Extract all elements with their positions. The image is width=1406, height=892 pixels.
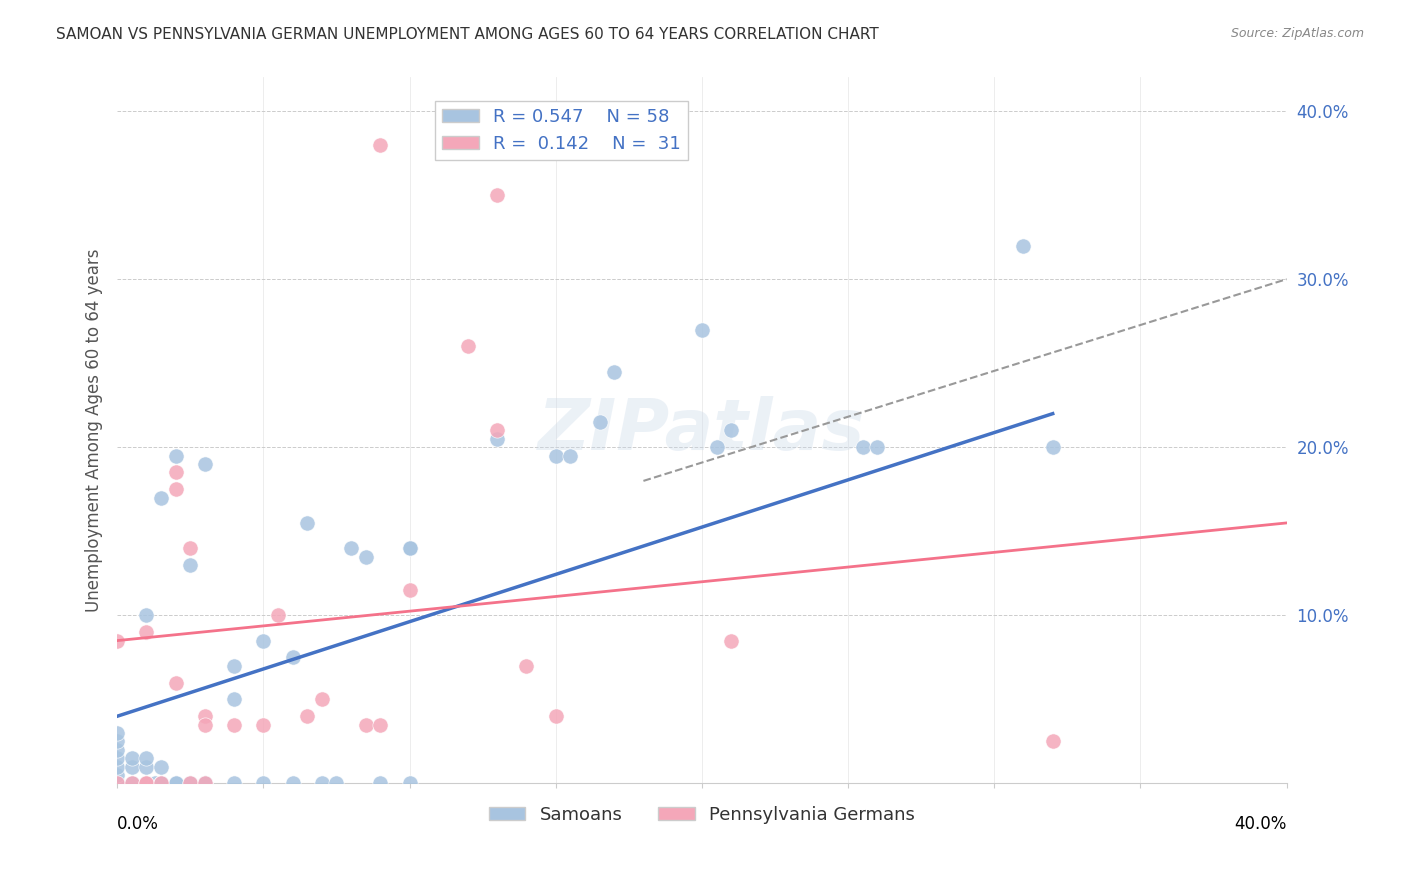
Point (398, 541, 420, 556)
Point (179, 776, 201, 790)
Point (866, 440, 889, 454)
Point (297, 709, 319, 723)
Point (515, 658, 537, 673)
Point (706, 440, 728, 454)
Point (194, 717, 217, 731)
Point (105, 776, 128, 790)
Point (165, 675, 187, 690)
Point (281, 650, 304, 665)
Point (311, 692, 333, 706)
Point (325, 776, 347, 790)
Point (544, 449, 567, 463)
Point (135, 751, 157, 765)
Point (105, 633, 128, 648)
Point (486, 188, 509, 202)
Point (368, 776, 391, 790)
Legend: Samoans, Pennsylvania Germans: Samoans, Pennsylvania Germans (482, 798, 922, 831)
Point (297, 516, 319, 530)
Point (690, 323, 713, 337)
Point (194, 457, 217, 471)
Point (135, 776, 157, 790)
Point (224, 658, 246, 673)
Point (135, 776, 157, 790)
Point (194, 776, 217, 790)
Point (179, 776, 201, 790)
Point (560, 449, 582, 463)
Point (165, 776, 187, 790)
Text: Source: ZipAtlas.com: Source: ZipAtlas.com (1230, 27, 1364, 40)
Point (311, 776, 333, 790)
Point (224, 692, 246, 706)
Point (194, 709, 217, 723)
Point (368, 137, 391, 152)
Point (121, 751, 143, 765)
Point (398, 776, 420, 790)
Y-axis label: Unemployment Among Ages 60 to 64 years: Unemployment Among Ages 60 to 64 years (86, 249, 103, 612)
Point (588, 415, 610, 429)
Point (165, 483, 187, 497)
Point (1042, 440, 1064, 454)
Point (150, 776, 173, 790)
Point (179, 541, 201, 556)
Point (368, 717, 391, 731)
Text: 40.0%: 40.0% (1234, 815, 1286, 833)
Text: SAMOAN VS PENNSYLVANIA GERMAN UNEMPLOYMENT AMONG AGES 60 TO 64 YEARS CORRELATION: SAMOAN VS PENNSYLVANIA GERMAN UNEMPLOYME… (56, 27, 879, 42)
Point (267, 608, 290, 623)
Point (150, 491, 173, 505)
Point (105, 734, 128, 748)
Point (165, 449, 187, 463)
Point (150, 760, 173, 774)
Point (105, 776, 128, 790)
Point (105, 768, 128, 782)
Point (252, 717, 274, 731)
Point (121, 776, 143, 790)
Point (1012, 238, 1035, 252)
Point (252, 633, 274, 648)
Point (354, 549, 377, 564)
Point (224, 776, 246, 790)
Text: ZIPatlas: ZIPatlas (538, 396, 866, 465)
Point (354, 717, 377, 731)
Point (179, 558, 201, 572)
Point (603, 365, 626, 379)
Point (457, 339, 479, 353)
Point (105, 743, 128, 757)
Point (720, 424, 742, 438)
Point (398, 541, 420, 556)
Point (121, 776, 143, 790)
Point (150, 776, 173, 790)
Point (165, 776, 187, 790)
Point (105, 776, 128, 790)
Point (486, 432, 509, 446)
Point (105, 776, 128, 790)
Point (852, 440, 875, 454)
Point (1042, 734, 1064, 748)
Point (143, 776, 166, 790)
Point (121, 760, 143, 774)
Point (135, 776, 157, 790)
Point (398, 583, 420, 598)
Point (135, 760, 157, 774)
Point (224, 717, 246, 731)
Point (105, 760, 128, 774)
Point (486, 424, 509, 438)
Point (105, 751, 128, 765)
Point (135, 608, 157, 623)
Point (105, 726, 128, 740)
Point (252, 776, 274, 790)
Point (150, 776, 173, 790)
Point (194, 776, 217, 790)
Point (281, 776, 304, 790)
Point (135, 776, 157, 790)
Point (340, 541, 363, 556)
Point (165, 466, 187, 480)
Point (544, 709, 567, 723)
Point (720, 633, 742, 648)
Point (194, 776, 217, 790)
Text: 0.0%: 0.0% (117, 815, 159, 833)
Point (135, 625, 157, 640)
